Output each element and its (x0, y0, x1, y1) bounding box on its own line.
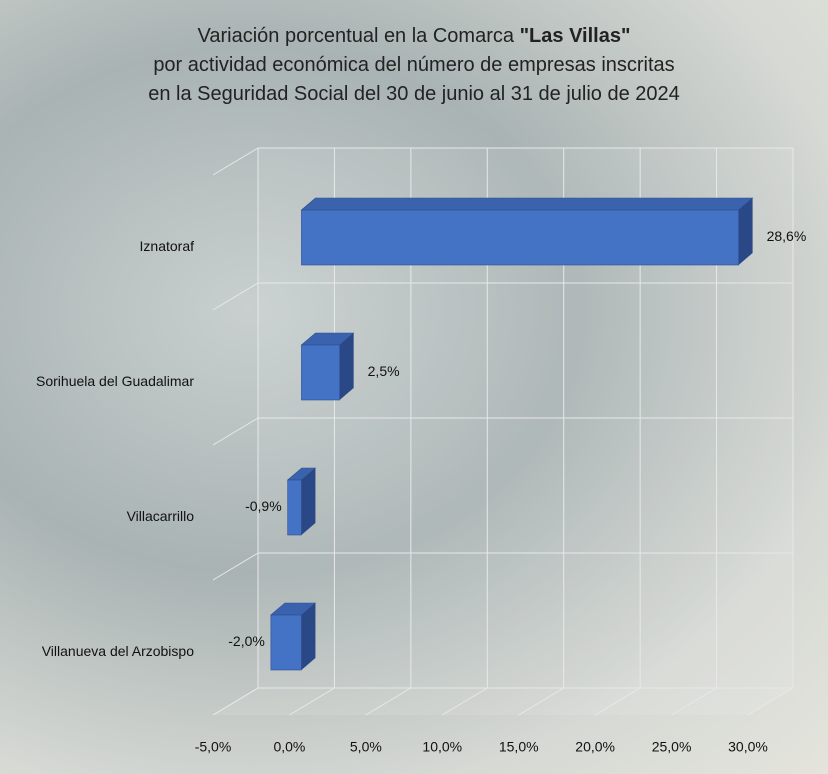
value-label: 28,6% (767, 228, 807, 244)
side-edge (212, 147, 259, 176)
side-edge (212, 417, 259, 446)
title-line: por actividad económica del número de em… (153, 54, 675, 76)
title-line: en la Seguridad Social del 30 de junio a… (148, 83, 680, 105)
x-tick-label: 20,0% (575, 739, 615, 755)
floor-grid-line (671, 687, 717, 716)
side-edge (212, 282, 259, 311)
floor-grid-line (594, 687, 641, 716)
title-bold: "Las Villas" (519, 25, 631, 47)
x-tick-label: 10,0% (422, 739, 462, 755)
floor-grid-line (518, 687, 564, 716)
bar (301, 344, 340, 401)
x-tick-label: 25,0% (652, 739, 692, 755)
y-tick-label: Sorihuela del Guadalimar (36, 373, 194, 389)
value-label: 2,5% (368, 363, 400, 379)
floor-grid-line (365, 687, 412, 716)
chart-title: Variación porcentual en la Comarca "Las … (0, 22, 828, 109)
bar-side (301, 468, 316, 535)
value-label: -0,9% (245, 498, 282, 514)
x-tick-label: -5,0% (195, 739, 232, 755)
bar (301, 209, 739, 266)
floor-grid-line (442, 687, 488, 716)
x-tick-label: 0,0% (273, 739, 305, 755)
bar-side (339, 333, 354, 400)
y-tick-label: Iznatoraf (140, 238, 195, 254)
y-tick-label: Villacarrillo (127, 508, 195, 524)
bar-side (738, 198, 753, 265)
floor-grid-line (747, 687, 794, 716)
title-line: Variación porcentual en la Comarca "Las … (0, 22, 828, 51)
bar (287, 479, 302, 536)
bar-side (301, 603, 316, 670)
floor-grid-line (289, 687, 335, 716)
title-text: Variación porcentual en la Comarca (197, 25, 514, 47)
bar-top (300, 197, 754, 211)
floor (213, 688, 793, 715)
y-tick-label: Villanueva del Arzobispo (42, 643, 195, 659)
x-tick-label: 5,0% (350, 739, 382, 755)
x-tick-label: 15,0% (499, 739, 539, 755)
value-label: -2,0% (228, 633, 265, 649)
floor-grid-line (212, 687, 259, 716)
bar (270, 614, 302, 671)
side-edge (212, 552, 259, 581)
x-tick-label: 30,0% (728, 739, 768, 755)
